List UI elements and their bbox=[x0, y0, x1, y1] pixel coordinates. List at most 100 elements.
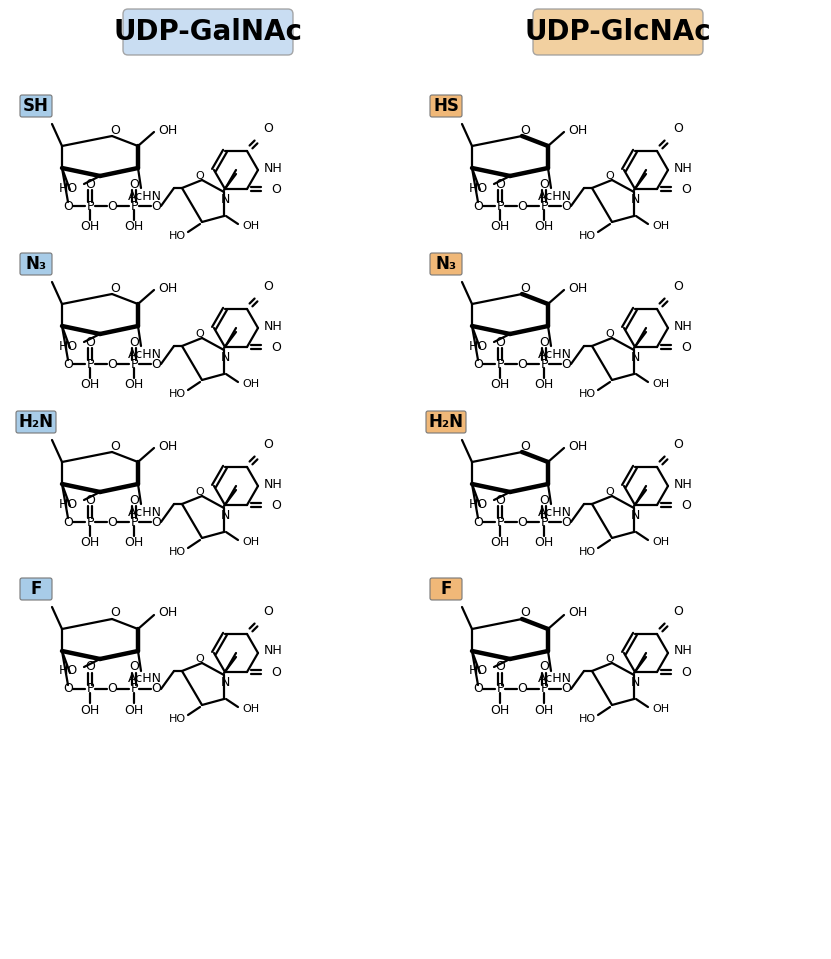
Text: O: O bbox=[539, 177, 549, 191]
Text: OH: OH bbox=[81, 536, 100, 550]
Text: OH: OH bbox=[158, 606, 177, 620]
FancyBboxPatch shape bbox=[533, 9, 703, 55]
Text: OH: OH bbox=[534, 379, 553, 391]
Text: AcHN: AcHN bbox=[128, 672, 162, 686]
Text: O: O bbox=[110, 124, 120, 136]
Text: O: O bbox=[110, 606, 120, 620]
Text: OH: OH bbox=[568, 439, 588, 453]
Text: O: O bbox=[520, 282, 530, 294]
Text: O: O bbox=[271, 666, 281, 679]
Text: P: P bbox=[540, 516, 548, 528]
FancyBboxPatch shape bbox=[426, 411, 466, 433]
Text: HO: HO bbox=[579, 389, 596, 399]
Text: OH: OH bbox=[490, 221, 509, 233]
Text: P: P bbox=[496, 683, 504, 695]
Text: O: O bbox=[495, 661, 505, 673]
Text: O: O bbox=[473, 683, 483, 695]
Text: HO: HO bbox=[169, 547, 186, 557]
Text: O: O bbox=[681, 666, 691, 679]
FancyBboxPatch shape bbox=[20, 578, 52, 600]
Text: O: O bbox=[517, 199, 527, 213]
Text: N: N bbox=[630, 351, 640, 364]
Text: O: O bbox=[107, 199, 117, 213]
Text: OH: OH bbox=[125, 221, 144, 233]
Text: OH: OH bbox=[568, 282, 588, 294]
Text: OH: OH bbox=[652, 704, 669, 714]
Text: HO: HO bbox=[469, 181, 488, 195]
FancyBboxPatch shape bbox=[20, 253, 52, 275]
Text: OH: OH bbox=[158, 439, 177, 453]
Text: P: P bbox=[496, 358, 504, 370]
Text: O: O bbox=[673, 280, 683, 292]
Text: P: P bbox=[86, 199, 94, 213]
Text: N: N bbox=[220, 193, 229, 206]
Text: H₂N: H₂N bbox=[429, 413, 464, 431]
Text: O: O bbox=[151, 516, 161, 528]
Text: O: O bbox=[517, 358, 527, 370]
Text: N: N bbox=[220, 676, 229, 690]
Text: P: P bbox=[130, 358, 138, 370]
Text: O: O bbox=[263, 122, 273, 135]
Text: O: O bbox=[271, 340, 281, 354]
Text: O: O bbox=[63, 683, 73, 695]
Text: OH: OH bbox=[568, 606, 588, 620]
Text: NH: NH bbox=[674, 478, 693, 490]
Text: F: F bbox=[440, 580, 452, 598]
Text: HO: HO bbox=[469, 339, 488, 353]
Text: O: O bbox=[195, 171, 204, 181]
Text: NH: NH bbox=[264, 161, 283, 175]
Text: OH: OH bbox=[125, 704, 144, 716]
FancyBboxPatch shape bbox=[16, 411, 56, 433]
Text: P: P bbox=[86, 683, 94, 695]
Text: O: O bbox=[606, 487, 614, 497]
Text: N: N bbox=[220, 509, 229, 522]
Text: O: O bbox=[495, 336, 505, 348]
Text: O: O bbox=[681, 499, 691, 511]
FancyBboxPatch shape bbox=[430, 578, 462, 600]
Text: O: O bbox=[151, 358, 161, 370]
Text: P: P bbox=[540, 683, 548, 695]
Text: OH: OH bbox=[242, 221, 259, 231]
Text: F: F bbox=[30, 580, 42, 598]
Text: N: N bbox=[630, 676, 640, 690]
Text: O: O bbox=[107, 358, 117, 370]
Text: O: O bbox=[673, 438, 683, 451]
Text: O: O bbox=[271, 499, 281, 511]
Text: O: O bbox=[63, 358, 73, 370]
Text: UDP-GalNAc: UDP-GalNAc bbox=[114, 18, 302, 46]
Text: AcHN: AcHN bbox=[538, 505, 572, 519]
Text: O: O bbox=[606, 654, 614, 664]
Text: N: N bbox=[220, 351, 229, 364]
Text: N₃: N₃ bbox=[435, 255, 456, 273]
Text: P: P bbox=[540, 199, 548, 213]
Text: O: O bbox=[195, 329, 204, 339]
Text: P: P bbox=[130, 683, 138, 695]
Text: OH: OH bbox=[125, 536, 144, 550]
Text: O: O bbox=[110, 282, 120, 294]
Text: O: O bbox=[681, 340, 691, 354]
Text: NH: NH bbox=[264, 478, 283, 490]
Text: O: O bbox=[110, 439, 120, 453]
Text: O: O bbox=[673, 122, 683, 135]
Text: O: O bbox=[561, 516, 571, 528]
Text: O: O bbox=[520, 606, 530, 620]
Text: OH: OH bbox=[534, 704, 553, 716]
Text: O: O bbox=[517, 683, 527, 695]
Text: HO: HO bbox=[59, 665, 78, 677]
Text: O: O bbox=[263, 605, 273, 618]
Text: O: O bbox=[520, 124, 530, 136]
Text: O: O bbox=[561, 358, 571, 370]
Text: O: O bbox=[673, 605, 683, 618]
Text: AcHN: AcHN bbox=[538, 672, 572, 686]
Text: HO: HO bbox=[59, 181, 78, 195]
Text: O: O bbox=[520, 439, 530, 453]
Text: N: N bbox=[630, 509, 640, 522]
Text: O: O bbox=[85, 336, 95, 348]
Text: HO: HO bbox=[59, 498, 78, 510]
Text: HO: HO bbox=[469, 498, 488, 510]
Text: O: O bbox=[107, 683, 117, 695]
Text: OH: OH bbox=[490, 379, 509, 391]
Text: HO: HO bbox=[579, 714, 596, 724]
Text: O: O bbox=[263, 438, 273, 451]
Text: OH: OH bbox=[242, 537, 259, 547]
